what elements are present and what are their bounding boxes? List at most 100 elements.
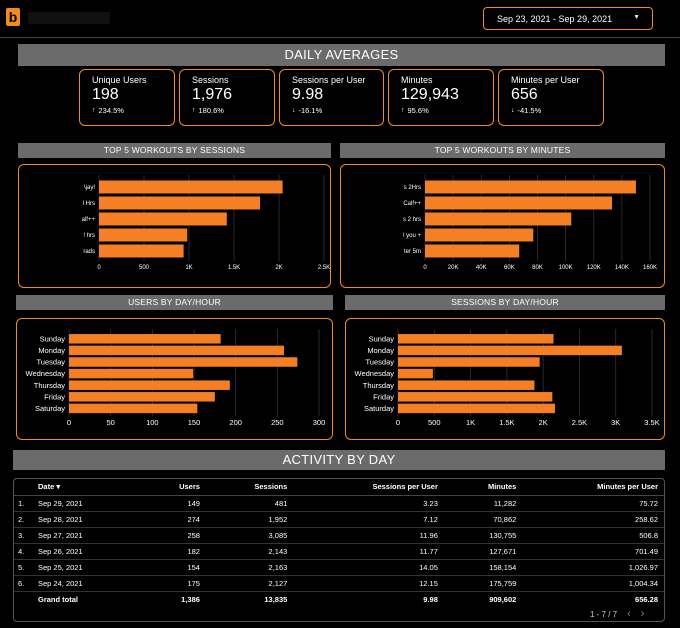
grand-total-label: Grand total — [38, 594, 79, 604]
bar[interactable] — [398, 345, 622, 356]
table-cell: 75.72 — [522, 495, 664, 512]
bar[interactable] — [99, 180, 283, 194]
x-tick-label: 500 — [139, 265, 150, 271]
kpi-change: ↓ -41.5% — [511, 106, 603, 115]
workouts-sessions-chart: 0 500 1K 1.5K 2K 2.5K \jay! l Hrs alf++ ! hrs rads — [82, 175, 330, 271]
x-tick-label: 2K — [539, 418, 548, 427]
category-label: l you + — [403, 233, 421, 239]
category-label: Friday — [373, 392, 394, 401]
x-tick-label: 250 — [271, 418, 284, 427]
bar[interactable] — [69, 368, 194, 379]
table-cell: 11.77 — [293, 543, 444, 560]
category-label: Calf++ — [403, 201, 421, 207]
row-index: 6. — [14, 575, 32, 592]
grand-total-row: Grand total 1,386 13,835 9.98 909,602 656.28 — [14, 591, 664, 607]
table-row[interactable]: 2. Sep 28, 2021 274 1,952 7.12 70,862 258.62 — [14, 511, 664, 528]
bar[interactable] — [99, 244, 184, 258]
x-tick-label: 100K — [559, 265, 573, 271]
bar[interactable] — [425, 244, 520, 258]
column-header-sessions-per-user[interactable]: Sessions per User — [293, 479, 444, 496]
table-row[interactable]: 3. Sep 27, 2021 258 3,085 11.96 130,755 506.8 — [14, 527, 664, 544]
table-cell: 2,127 — [205, 575, 294, 592]
app-logo: b — [6, 8, 20, 26]
table-row[interactable]: 1. Sep 29, 2021 149 481 3.23 11,282 75.72 — [14, 495, 664, 512]
kpi-card: Sessions per User 9.98 ↓ -16.1% — [279, 69, 384, 126]
category-label: ! hrs — [83, 233, 95, 239]
x-tick-label: 40K — [476, 265, 487, 271]
bar[interactable] — [398, 357, 540, 367]
bar[interactable] — [69, 392, 215, 402]
bar[interactable] — [69, 403, 198, 414]
bar[interactable] — [69, 380, 230, 390]
category-label: Saturday — [364, 404, 394, 413]
table-body: 1. Sep 29, 2021 149 481 3.23 11,282 75.72 2. Sep… — [14, 495, 664, 607]
x-tick-label: 160K — [643, 265, 657, 271]
bar[interactable] — [425, 228, 534, 242]
category-label: rads — [83, 249, 95, 255]
category-label: alf++ — [82, 217, 96, 223]
kpi-card: Unique Users 198 ↑ 234.5% — [79, 69, 175, 126]
column-header-minutes[interactable]: Minutes — [443, 479, 523, 496]
kpi-change: ↑ 95.6% — [401, 106, 493, 115]
bar[interactable] — [425, 212, 572, 226]
bar[interactable] — [99, 196, 261, 210]
category-label: Monday — [367, 346, 394, 355]
category-label: Sunday — [369, 334, 395, 343]
bar[interactable] — [69, 357, 298, 367]
row-index: 1. — [14, 495, 32, 512]
kpi-value: 198 — [92, 86, 119, 103]
x-tick-label: 0 — [396, 418, 400, 427]
bar[interactable] — [99, 228, 188, 242]
x-tick-label: 120K — [587, 265, 601, 271]
category-label: Monday — [38, 346, 65, 355]
row-index: 5. — [14, 559, 32, 576]
bar[interactable] — [398, 392, 553, 402]
bar[interactable] — [398, 368, 433, 379]
kpi-change-value: 95.6% — [407, 106, 429, 115]
table-header-row: Date ▾ Users Sessions Sessions per User … — [14, 479, 664, 496]
x-tick-label: 20K — [448, 265, 459, 271]
activity-title: ACTIVITY BY DAY — [13, 450, 665, 470]
x-tick-label: 140K — [615, 265, 629, 271]
category-label: s 2Hrs — [404, 185, 421, 191]
category-label: Tuesday — [37, 358, 66, 367]
bar[interactable] — [398, 380, 535, 390]
chevron-right-icon[interactable]: › — [640, 608, 645, 620]
x-tick-label: 1K — [466, 418, 475, 427]
kpi-value: 9.98 — [292, 86, 324, 103]
x-tick-label: 150 — [188, 418, 201, 427]
bar[interactable] — [398, 334, 554, 344]
bar[interactable] — [425, 196, 613, 210]
table-row[interactable]: 5. Sep 25, 2021 154 2,163 14.05 158,154 1,026.… — [14, 559, 664, 576]
chart-title-minutes: TOP 5 WORKOUTS BY MINUTES — [340, 143, 665, 158]
kpi-change-value: 234.5% — [98, 106, 124, 115]
column-header-minutes-per-user[interactable]: Minutes per User — [522, 479, 664, 496]
column-header-sessions[interactable]: Sessions — [205, 479, 294, 496]
x-tick-label: 1K — [185, 265, 192, 271]
total-cell: 9.98 — [423, 594, 438, 604]
bar[interactable] — [99, 212, 227, 226]
kpi-card: Minutes per User 656 ↓ -41.5% — [498, 69, 604, 126]
x-tick-label: 2K — [275, 265, 282, 271]
kpi-change: ↑ 180.6% — [192, 106, 274, 115]
sessions-by-day-chart: 0 500 1K 1.5K 2K 2.5K 3K 3.5K Sunday Monday Tuesda… — [355, 329, 660, 427]
date-range-picker[interactable]: Sep 23, 2021 - Sep 29, 2021 ▼ — [483, 7, 653, 30]
column-header-date[interactable]: Date ▾ — [32, 479, 143, 496]
category-label: l Hrs — [83, 201, 95, 207]
x-tick-label: 2.5K — [572, 418, 587, 427]
chevron-left-icon[interactable]: ‹ — [627, 608, 631, 620]
table-row[interactable]: 6. Sep 24, 2021 175 2,127 12.15 175,759 1,004.… — [14, 575, 664, 592]
bar[interactable] — [69, 334, 221, 344]
bar[interactable] — [398, 403, 555, 414]
bar[interactable] — [69, 345, 284, 356]
kpi-change: ↑ 234.5% — [92, 106, 174, 115]
bar[interactable] — [425, 180, 636, 194]
table-pager: 1 - 7 / 7 ‹ › — [590, 608, 644, 620]
total-cell: 13,835 — [264, 594, 288, 604]
table-cell: Sep 29, 2021 — [32, 495, 143, 512]
x-tick-label: 80K — [532, 265, 543, 271]
column-header-users[interactable]: Users — [142, 479, 206, 496]
table-cell: Sep 27, 2021 — [32, 527, 143, 544]
chart-panel-minutes: 0 20K 40K 60K 80K 100K 120K 140K 160K s 2Hrs Calf+… — [340, 164, 665, 288]
table-row[interactable]: 4. Sep 26, 2021 182 2,143 11.77 127,671 701.49 — [14, 543, 664, 560]
